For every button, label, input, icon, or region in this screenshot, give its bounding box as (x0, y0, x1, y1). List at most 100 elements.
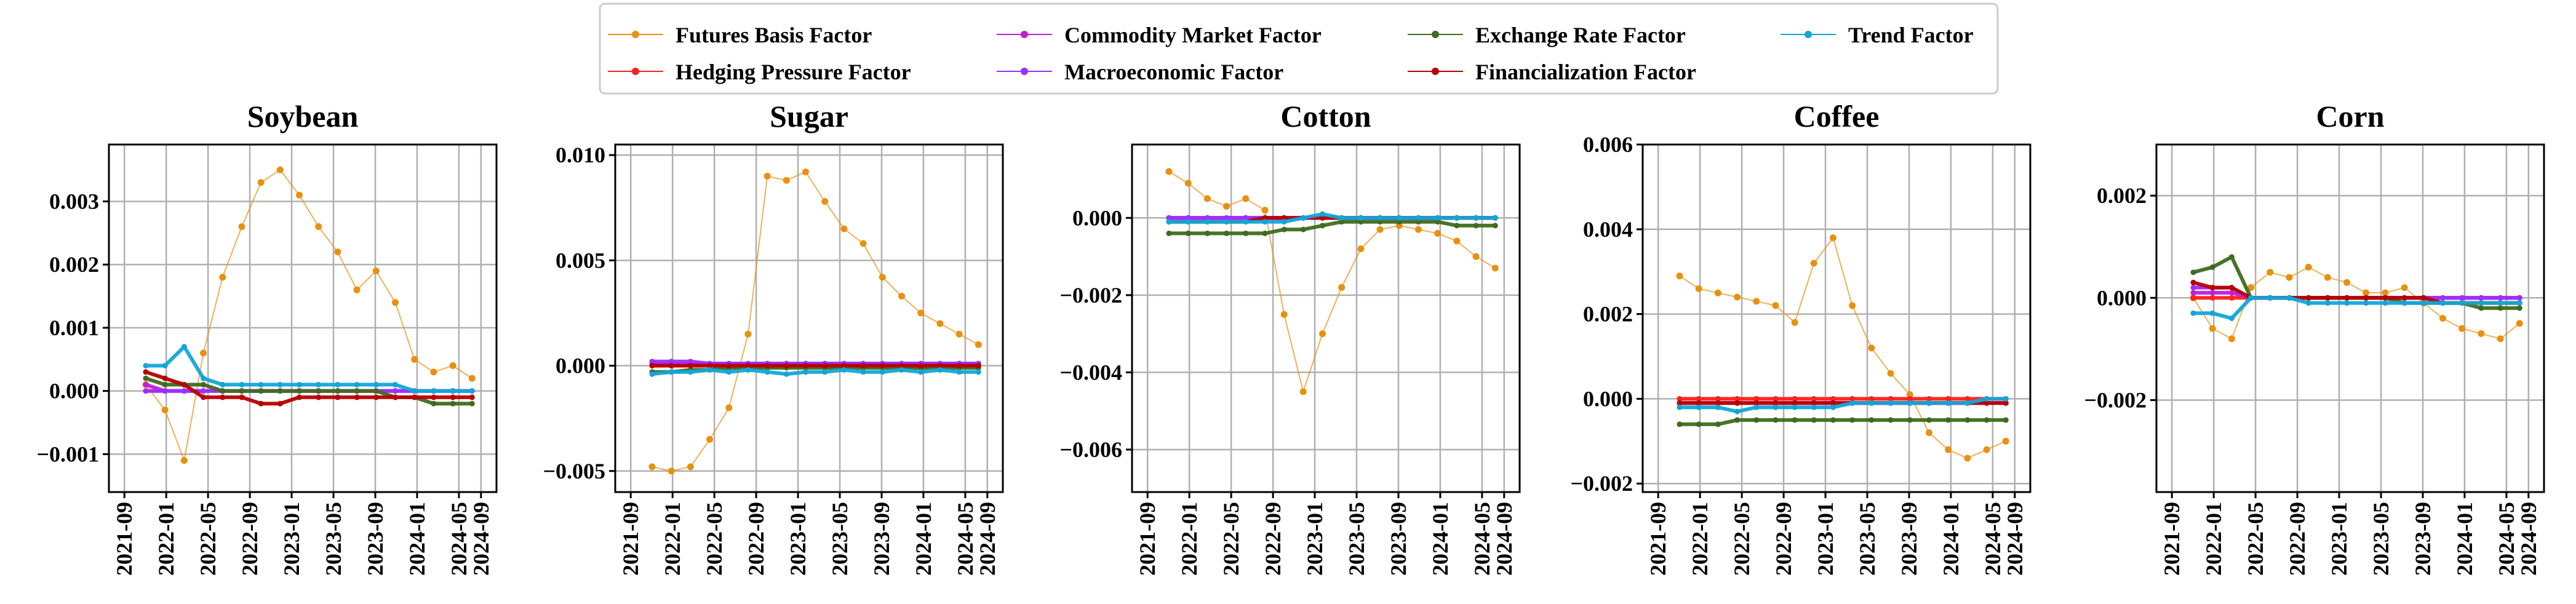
data-point (2305, 263, 2312, 271)
panel-coffee: Coffee −0.002 0.000 0.002 0.004 0.006 2021-09… (1570, 99, 2032, 576)
data-point (783, 363, 789, 368)
data-point (412, 394, 418, 400)
data-point (1849, 302, 1856, 309)
data-point (1677, 404, 1683, 410)
data-point (1984, 395, 1990, 402)
data-point (1454, 223, 1460, 229)
data-point (239, 381, 245, 387)
legend-label: Exchange Rate Factor (1475, 23, 1686, 47)
data-point (1396, 219, 1402, 225)
data-point (1453, 237, 1461, 245)
data-point (1907, 400, 1913, 406)
data-point (1868, 400, 1875, 406)
data-point (1868, 344, 1875, 352)
data-point (2190, 269, 2196, 276)
data-point (1772, 395, 1779, 402)
data-point (2247, 284, 2255, 292)
data-point (431, 394, 437, 400)
data-point (2003, 417, 2009, 423)
data-point (412, 388, 418, 394)
chart-title: Soybean (247, 99, 359, 133)
data-point (1377, 219, 1383, 225)
data-point (879, 363, 885, 368)
x-tick-label: 2022-05 (2243, 502, 2268, 576)
data-point (297, 388, 302, 394)
data-point (450, 388, 456, 394)
data-point (1358, 215, 1364, 221)
data-point (1792, 417, 1798, 423)
data-point (373, 394, 379, 400)
data-point (239, 394, 245, 400)
data-point (277, 388, 283, 394)
data-point (1926, 417, 1932, 423)
y-tick-label: −0.005 (543, 459, 605, 483)
legend-entry: Macroeconomic Factor (997, 60, 1283, 84)
data-point (1753, 404, 1760, 410)
data-point (1753, 298, 1760, 305)
data-point (316, 381, 322, 387)
data-point (956, 363, 962, 368)
chart-title: Coffee (1794, 99, 1880, 133)
data-point (2459, 300, 2465, 306)
data-point (1473, 215, 1479, 221)
legend-label: Financialization Factor (1475, 60, 1696, 84)
x-tick-label: 2022-09 (237, 502, 262, 576)
y-tick-label: 0.003 (49, 189, 99, 213)
data-point (2516, 320, 2523, 327)
data-point (1166, 230, 1172, 236)
data-point (1964, 395, 1971, 402)
data-point (1926, 400, 1932, 406)
data-point (431, 400, 437, 407)
data-point (1396, 215, 1402, 221)
data-point (1677, 400, 1683, 406)
data-point (2440, 300, 2446, 306)
data-point (668, 359, 674, 365)
data-point (1376, 226, 1384, 233)
y-tick-label: −0.002 (1059, 283, 1122, 308)
data-point (2401, 284, 2408, 292)
data-point (2478, 305, 2484, 311)
data-point (744, 330, 752, 338)
x-tick-label: 2023-09 (2411, 502, 2435, 576)
x-tick-label: 2022-05 (196, 502, 220, 576)
data-point (726, 369, 732, 375)
data-point (1185, 215, 1191, 221)
data-point (860, 369, 866, 375)
x-tick-label: 2022-09 (1771, 502, 1796, 576)
data-point (1696, 395, 1702, 402)
data-point (392, 299, 399, 306)
data-point (1772, 302, 1779, 309)
data-point (1734, 417, 1741, 423)
data-point (2209, 285, 2215, 291)
data-point (469, 400, 475, 407)
data-point (162, 388, 168, 394)
data-point (335, 388, 341, 394)
data-point (1792, 395, 1798, 402)
data-point (649, 371, 655, 377)
data-point (899, 363, 904, 368)
data-point (975, 363, 981, 368)
x-tick-label: 2023-01 (279, 502, 304, 576)
x-tick-label: 2023-09 (1386, 502, 1411, 576)
data-point (1753, 395, 1760, 402)
data-point (2343, 279, 2350, 286)
data-point (955, 330, 963, 338)
data-point (1964, 455, 1971, 462)
data-point (1849, 400, 1856, 406)
data-point (745, 363, 751, 368)
legend-swatch-marker (1021, 31, 1028, 38)
data-point (181, 381, 187, 387)
data-point (2363, 300, 2369, 306)
data-point (1811, 400, 1817, 406)
plot-frame (1641, 143, 2032, 493)
x-tick-label: 2022-01 (660, 502, 685, 576)
data-point (2344, 300, 2350, 306)
data-point (2478, 300, 2484, 306)
data-point (161, 407, 169, 413)
data-point (687, 363, 693, 368)
data-point (316, 394, 322, 400)
x-tick-label: 2022-05 (702, 502, 727, 576)
x-tick-label: 2021-09 (1135, 502, 1160, 576)
data-point (1792, 400, 1798, 406)
data-point (803, 363, 808, 368)
